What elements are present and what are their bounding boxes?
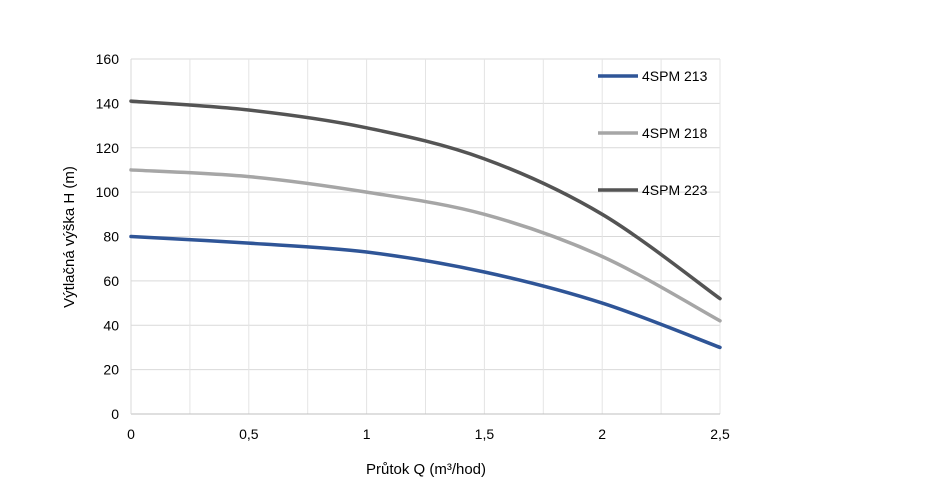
y-tick-label: 140 xyxy=(96,95,120,111)
series-line xyxy=(129,99,722,301)
y-axis-title: Výtlačná výška H (m) xyxy=(61,166,78,308)
legend-entry: 4SPM 223 xyxy=(598,182,708,198)
legend-entry: 4SPM 218 xyxy=(598,125,708,141)
legend-label: 4SPM 213 xyxy=(642,68,708,84)
x-tick-label: 2,5 xyxy=(710,426,730,442)
x-tick-label: 1,5 xyxy=(475,426,495,442)
x-axis-title: Průtok Q (m³/hod) xyxy=(366,461,486,478)
series-line xyxy=(129,234,722,350)
legend-label: 4SPM 218 xyxy=(642,125,708,141)
x-tick-label: 0,5 xyxy=(239,426,259,442)
y-tick-label: 100 xyxy=(96,184,120,200)
y-tick-label: 20 xyxy=(103,362,119,378)
series-line xyxy=(129,168,722,323)
x-tick-label: 1 xyxy=(363,426,371,442)
y-tick-label: 60 xyxy=(103,273,119,289)
series-lines xyxy=(129,99,722,350)
y-tick-label: 160 xyxy=(96,51,120,67)
y-tick-label: 0 xyxy=(111,406,119,422)
tick-labels: 0 20 40 60 80 100 120 140 160 0 0,5 1 1,5 2 2,5 xyxy=(96,51,730,442)
x-tick-label: 0 xyxy=(127,426,135,442)
x-tick-label: 2 xyxy=(598,426,606,442)
legend: 4SPM 213 4SPM 218 4SPM 223 xyxy=(598,68,708,198)
y-tick-label: 120 xyxy=(96,140,120,156)
legend-label: 4SPM 223 xyxy=(642,182,708,198)
grid-lines xyxy=(131,58,721,414)
y-tick-label: 80 xyxy=(103,229,119,245)
legend-entry: 4SPM 213 xyxy=(598,68,708,84)
y-tick-label: 40 xyxy=(103,317,119,333)
